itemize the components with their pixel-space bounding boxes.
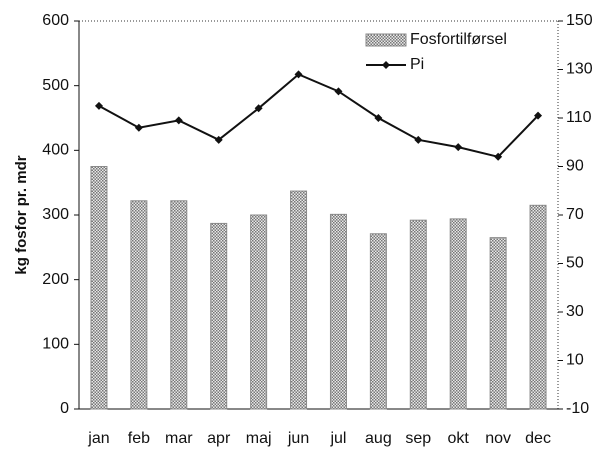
x-tick-label: nov [485,430,511,447]
legend-label: Fosfortilførsel [410,31,507,48]
point [94,101,103,110]
point [254,104,263,113]
bar [329,213,347,410]
bar [210,222,228,410]
bar [250,214,268,410]
line [98,73,539,158]
y-axis-label: kg fosfor pr. mdr [13,155,30,274]
point [174,116,183,125]
bar [489,237,507,410]
bar [409,219,427,410]
y-tick-label: 200 [42,271,69,288]
y2-tick-label: 30 [566,303,584,320]
y2-tick-label: 10 [566,352,584,369]
x-tick-label: apr [207,430,231,447]
y2-tick-label: 110 [566,109,592,126]
legend-swatch [365,33,407,47]
point [334,87,343,96]
x-tick-label: mar [165,430,193,447]
y2-tick-label: 50 [566,255,584,272]
y-tick-label: 100 [42,336,69,353]
bar [529,204,547,410]
x-tick-label: jul [329,430,346,447]
x-tick-label: aug [365,430,392,447]
point [534,111,543,120]
point [494,152,503,161]
y2-tick-label: -10 [566,400,589,417]
y2-tick-label: 150 [566,12,593,29]
point [414,135,423,144]
bar [449,218,467,410]
y-tick-label: 500 [42,77,69,94]
bar [369,233,387,410]
x-tick-label: feb [128,430,150,447]
point [294,70,303,79]
x-tick-label: okt [448,430,470,447]
x-tick-label: jun [287,430,309,447]
point [454,143,463,152]
y-tick-label: 300 [42,206,69,223]
y-tick-label: 0 [60,400,69,417]
legend-marker [382,61,390,69]
point [134,123,143,132]
x-tick-label: maj [246,430,272,447]
y2-tick-label: 70 [566,206,584,223]
bar [90,166,108,410]
y2-tick-label: 130 [566,61,593,78]
point [214,135,223,144]
bar [130,200,148,410]
legend-label: Pi [410,56,424,73]
point [374,114,383,122]
y2-tick-label: 90 [566,158,584,175]
x-tick-label: jan [87,430,109,447]
bar [290,190,308,410]
bar [170,200,188,410]
x-tick-label: sep [405,430,431,447]
x-tick-label: dec [525,430,551,447]
y-tick-label: 400 [42,142,69,159]
y-tick-label: 600 [42,12,69,29]
